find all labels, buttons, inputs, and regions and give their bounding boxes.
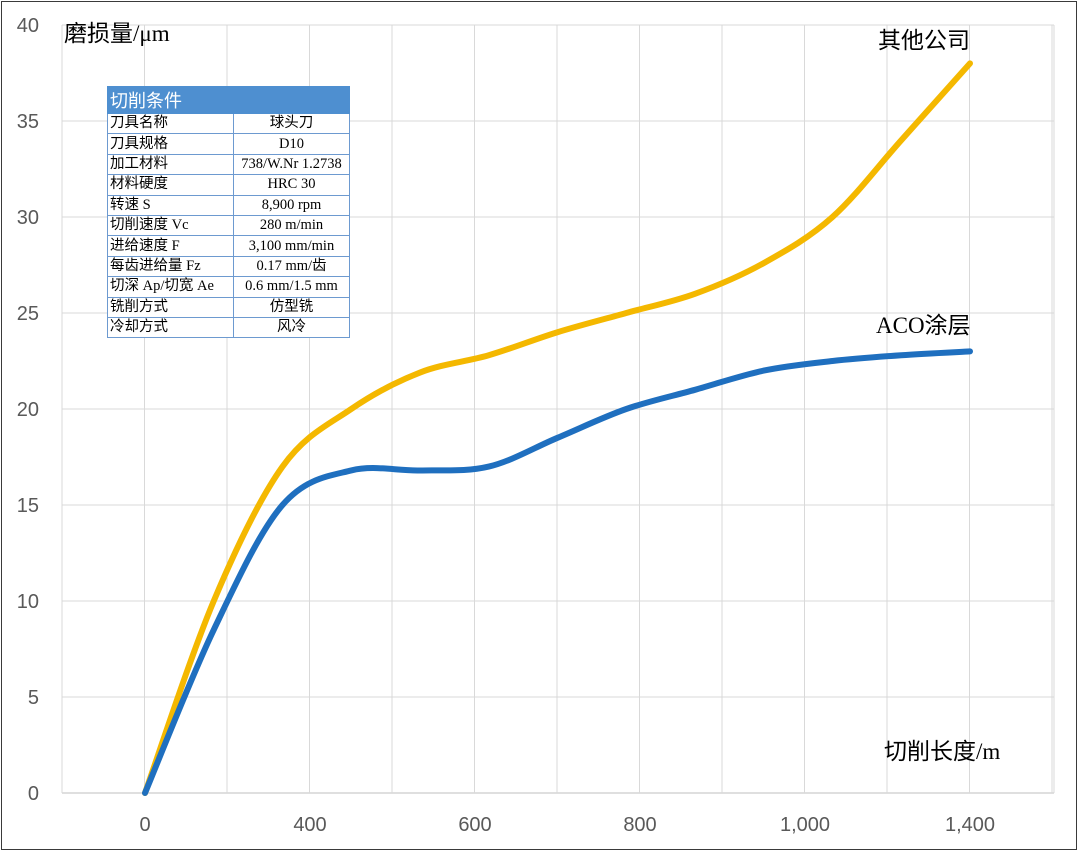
table-row: 每齿进给量 Fz 0.17 mm/齿 (107, 255, 350, 278)
series-label-other-company: 其他公司 (878, 28, 970, 53)
table-param-name: 材料硬度 (107, 174, 234, 196)
table-param-name: 加工材料 (107, 153, 234, 176)
y-tick-label: 20 (17, 399, 39, 421)
table-param-name: 冷却方式 (107, 316, 234, 339)
table-param-value: 0.17 mm/齿 (233, 255, 350, 278)
table-param-name: 每齿进给量 Fz (107, 255, 234, 278)
table-param-value: 8,900 rpm (233, 194, 350, 216)
table-param-name: 切深 Ap/切宽 Ae (107, 276, 234, 298)
table-param-name: 刀具规格 (107, 133, 234, 155)
x-tick-label: 600 (458, 814, 491, 836)
table-param-value: 738/W.Nr 1.2738 (233, 153, 350, 176)
table-row: 刀具名称 球头刀 (107, 112, 350, 135)
table-param-value: 3,100 mm/min (233, 235, 350, 257)
table-row: 加工材料 738/W.Nr 1.2738 (107, 153, 350, 176)
table-param-value: D10 (233, 133, 350, 155)
table-param-name: 切削速度 Vc (107, 214, 234, 237)
x-tick-label: 800 (623, 814, 656, 836)
table-body: 刀具名称 球头刀 刀具规格 D10 加工材料 738/W.Nr 1.2738 材料硬度 HRC… (107, 112, 350, 339)
x-axis-label: 切削长度/m (884, 739, 1000, 764)
table-param-name: 转速 S (107, 194, 234, 216)
x-tick-label: 0 (139, 814, 150, 836)
table-param-value: 风冷 (233, 316, 350, 339)
x-axis-ticks: 0 400 600 800 1,000 1,400 (139, 814, 995, 836)
table-param-value: 0.6 mm/1.5 mm (233, 276, 350, 298)
series-lines (142, 60, 973, 796)
table-row: 切深 Ap/切宽 Ae 0.6 mm/1.5 mm (107, 276, 350, 298)
table-param-name: 刀具名称 (107, 112, 234, 135)
y-tick-label: 40 (17, 15, 39, 37)
y-tick-label: 5 (28, 687, 39, 709)
x-tick-label: 1,000 (780, 814, 830, 836)
series-line-aco-coating (142, 348, 973, 796)
table-row: 切削速度 Vc 280 m/min (107, 214, 350, 237)
table-row: 刀具规格 D10 (107, 133, 350, 155)
y-tick-label: 25 (17, 303, 39, 325)
table-row: 冷却方式 风冷 (107, 316, 350, 339)
table-param-value: 280 m/min (233, 214, 350, 237)
table-row: 转速 S 8,900 rpm (107, 194, 350, 216)
x-tick-label: 1,400 (945, 814, 995, 836)
table-param-name: 铣削方式 (107, 296, 234, 318)
y-tick-label: 0 (28, 783, 39, 805)
y-tick-label: 10 (17, 591, 39, 613)
x-tick-label: 400 (293, 814, 326, 836)
table-param-value: 球头刀 (233, 112, 350, 135)
table-param-name: 进给速度 F (107, 235, 234, 257)
cutting-conditions-table: 切削条件 刀具名称 球头刀 刀具规格 D10 加工材料 738/W.Nr 1.2738 材料… (107, 86, 350, 339)
series-label-aco-coating: ACO涂层 (876, 313, 971, 338)
y-axis-label: 磨损量/μm (64, 21, 170, 46)
series-line-other-company (142, 60, 973, 796)
table-param-value: 仿型铣 (233, 296, 350, 318)
table-row: 进给速度 F 3,100 mm/min (107, 235, 350, 257)
y-tick-label: 30 (17, 207, 39, 229)
y-axis-ticks: 0 5 10 15 20 25 30 35 40 (17, 15, 39, 805)
y-tick-label: 35 (17, 111, 39, 133)
table-param-value: HRC 30 (233, 174, 350, 196)
y-tick-label: 15 (17, 495, 39, 517)
table-title: 切削条件 (107, 86, 350, 114)
table-row: 铣削方式 仿型铣 (107, 296, 350, 318)
table-row: 材料硬度 HRC 30 (107, 174, 350, 196)
